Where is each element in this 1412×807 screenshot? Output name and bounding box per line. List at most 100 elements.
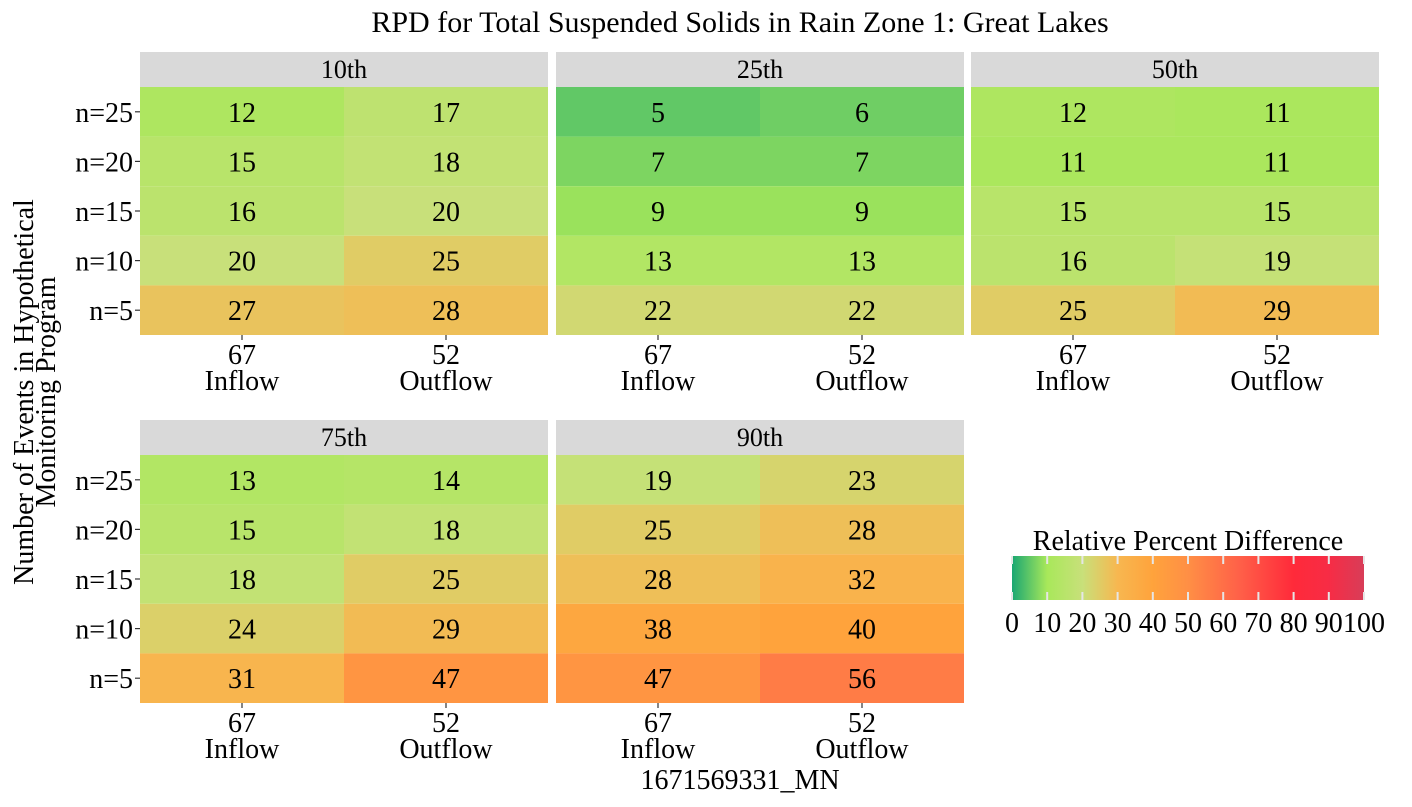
panel-strip <box>556 420 964 455</box>
panel-strip <box>971 52 1379 87</box>
heatmap-cell <box>1175 285 1379 335</box>
heatmap-cell <box>140 603 344 654</box>
heatmap-cell <box>344 554 548 604</box>
x-tick-count-label: 67 <box>644 340 672 371</box>
legend-tick-label: 100 <box>1343 608 1385 639</box>
heatmap-cell <box>344 455 548 505</box>
cell-value-label: 11 <box>1264 147 1291 178</box>
cell-value-label: 11 <box>1264 98 1291 129</box>
heatmap-cell <box>760 603 964 654</box>
x-tick-count-label: 52 <box>848 340 876 371</box>
y-tick-label: n=25 <box>75 466 133 497</box>
heatmap-cell <box>140 186 344 236</box>
x-tick-label: Outflow <box>399 734 493 765</box>
panel-strip <box>140 420 548 455</box>
cell-value-label: 17 <box>432 98 460 129</box>
heatmap-cell <box>971 87 1175 137</box>
cell-value-label: 22 <box>644 296 672 327</box>
heatmap-cell <box>556 186 760 236</box>
heatmap-cell <box>140 554 344 604</box>
cell-value-label: 32 <box>848 565 876 596</box>
heatmap-cell <box>344 87 548 137</box>
cell-value-label: 19 <box>1263 247 1291 278</box>
heatmap-cell <box>760 285 964 335</box>
x-tick-count-label: 52 <box>432 708 460 739</box>
cell-value-label: 13 <box>848 247 876 278</box>
panel-75th: 75th 13 14 15 18 18 25 24 29 31 47 n=25 n=20 n=15 n=10… <box>75 420 548 765</box>
x-tick-count-label: 67 <box>228 340 256 371</box>
legend-tick-label: 30 <box>1104 608 1132 639</box>
cell-value-label: 25 <box>432 247 460 278</box>
heatmap-cell <box>556 455 760 505</box>
heatmap-cell <box>140 136 344 187</box>
y-tick-label: n=5 <box>89 296 133 327</box>
heatmap-cell <box>760 554 964 604</box>
x-tick-count-label: 67 <box>1059 340 1087 371</box>
panel-strip-label: 25th <box>737 55 783 84</box>
heatmap-cell <box>760 136 964 187</box>
cell-value-label: 18 <box>432 515 460 546</box>
cell-value-label: 12 <box>228 98 256 129</box>
heatmap-cell <box>556 136 760 187</box>
cell-value-label: 29 <box>432 615 460 646</box>
legend-tick-label: 90 <box>1315 608 1343 639</box>
cell-value-label: 15 <box>1059 197 1087 228</box>
heatmap-cell <box>1175 235 1379 286</box>
heatmap-cell <box>344 186 548 236</box>
cell-value-label: 6 <box>855 98 869 129</box>
heatmap-cell <box>1175 136 1379 187</box>
cell-value-label: 18 <box>228 565 256 596</box>
x-tick-count-label: 52 <box>1263 340 1291 371</box>
x-tick-label: Inflow <box>621 366 696 397</box>
heatmap-cell <box>344 136 548 187</box>
heatmap-cell <box>140 653 344 703</box>
cell-value-label: 7 <box>855 147 869 178</box>
legend-tick-label: 70 <box>1244 608 1272 639</box>
cell-value-label: 20 <box>228 247 256 278</box>
x-tick-label: Outflow <box>815 366 909 397</box>
cell-value-label: 13 <box>228 466 256 497</box>
heatmap-cell <box>760 235 964 286</box>
heatmap-cell <box>140 235 344 286</box>
x-tick-label: Outflow <box>1230 366 1324 397</box>
heatmap-cell <box>344 603 548 654</box>
heatmap-cell <box>760 87 964 137</box>
y-tick-label: n=15 <box>75 565 133 596</box>
cell-value-label: 23 <box>848 466 876 497</box>
panel-10th: 10th 12 17 15 18 16 20 20 25 27 28 n=25 n=20 n=15 n=10… <box>75 52 548 397</box>
cell-value-label: 11 <box>1060 147 1087 178</box>
x-tick-count-label: 67 <box>644 708 672 739</box>
heatmap-cell <box>556 653 760 703</box>
y-axis-title: Number of Events in Hypothetical Monitor… <box>9 199 62 585</box>
cell-value-label: 5 <box>651 98 665 129</box>
cell-value-label: 31 <box>228 664 256 695</box>
heatmap-cell <box>344 504 548 555</box>
y-tick-label: n=20 <box>75 147 133 178</box>
y-tick-label: n=20 <box>75 515 133 546</box>
cell-value-label: 38 <box>644 615 672 646</box>
heatmap-cell <box>344 653 548 703</box>
heatmap-cell <box>556 603 760 654</box>
y-tick-label: n=5 <box>89 664 133 695</box>
cell-value-label: 25 <box>644 515 672 546</box>
x-tick-count-label: 52 <box>848 708 876 739</box>
heatmap-cell <box>556 87 760 137</box>
legend-tick-label: 80 <box>1280 608 1308 639</box>
cell-value-label: 20 <box>432 197 460 228</box>
heatmap-cell <box>556 554 760 604</box>
heatmap-cell <box>140 504 344 555</box>
cell-value-label: 15 <box>228 147 256 178</box>
heatmap-cell <box>140 87 344 137</box>
legend-tick-label: 50 <box>1174 608 1202 639</box>
y-axis-title-line-2: Monitoring Program <box>31 276 62 507</box>
color-legend: Relative Percent Difference 0 10 20 30 40 50 60… <box>1005 526 1385 639</box>
x-tick-count-label: 67 <box>228 708 256 739</box>
panel-strip <box>140 52 548 87</box>
heatmap-cell <box>556 504 760 555</box>
cell-value-label: 28 <box>848 515 876 546</box>
y-tick-label: n=25 <box>75 98 133 129</box>
panel-strip-label: 75th <box>321 423 367 452</box>
cell-value-label: 27 <box>228 296 256 327</box>
